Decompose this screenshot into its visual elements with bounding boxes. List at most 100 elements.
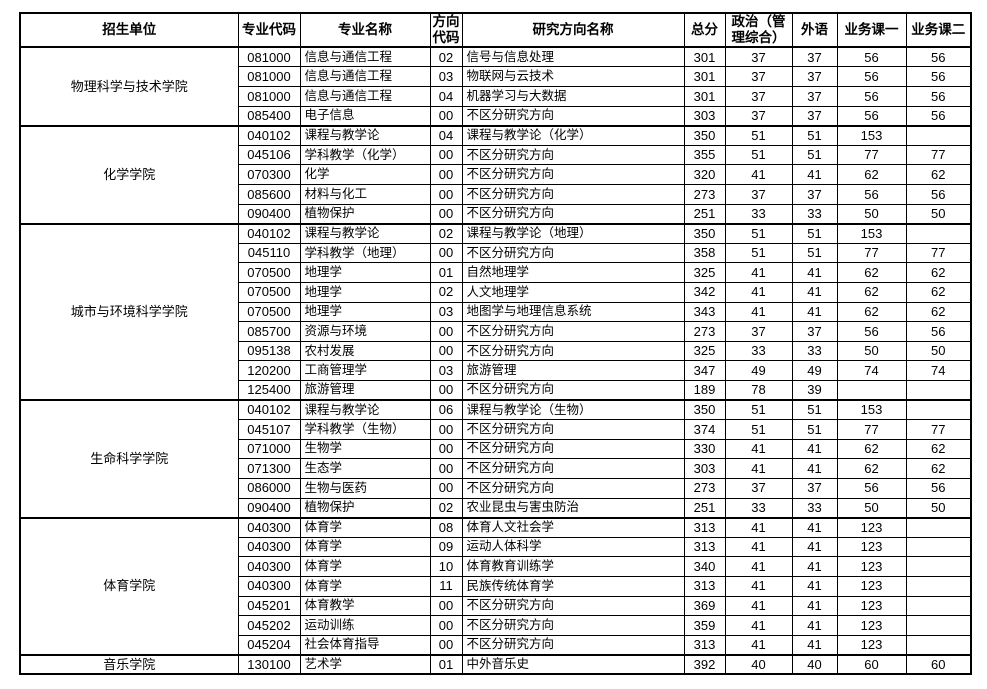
cell-direction-code: 06 [429,399,463,421]
unit-cell: 物理科学与技术学院 [19,46,239,127]
cell-foreign-language-score: 33 [791,203,838,225]
cell-course1-score: 77 [836,144,907,166]
table-row: 体育学院 040300 体育学 08 体育人文社会学 313 41 41 123 [19,516,972,656]
column-header-politics: 政治（管理综合） [724,12,793,49]
table-row: 095138 农村发展 00 不区分研究方向 325 33 33 50 50 [20,340,972,362]
cell-course1-score: 153 [836,399,907,421]
cell-direction-code: 03 [429,301,463,323]
cell-major-name: 材料与化工 [299,184,431,205]
cell-course2-score: 56 [905,105,972,127]
cell-politics-score: 33 [724,340,793,362]
cell-direction-name: 民族传统体育学 [461,575,685,597]
cell-major-code: 071000 [237,438,301,460]
cell-total-score: 303 [683,105,726,127]
cell-politics-score: 41 [724,438,793,460]
unit-cell: 化学学院 [19,124,239,225]
cell-course2-score: 62 [905,282,972,303]
cell-direction-code: 00 [429,164,463,186]
cell-course1-score: 62 [836,301,907,323]
cell-course1-score: 50 [836,203,907,225]
table-row: 070500 地理学 01 自然地理学 325 41 41 62 62 [20,262,972,283]
cell-course2-score [905,556,972,577]
cell-direction-code: 09 [429,536,463,558]
cell-course2-score [905,595,972,617]
cell-direction-name: 不区分研究方向 [461,419,685,440]
cell-politics-score: 37 [724,321,793,342]
cell-direction-name: 课程与教学论（地理） [461,222,685,244]
table-row: 071000 生物学 00 不区分研究方向 330 41 41 62 62 [20,438,972,460]
cell-politics-score: 41 [724,634,793,656]
table-row: 071300 生态学 00 不区分研究方向 303 41 41 62 62 [20,458,972,479]
cell-direction-name: 旅游管理 [461,360,685,381]
cell-politics-score: 33 [724,203,793,225]
cell-total-score: 251 [683,497,726,519]
cell-total-score: 350 [683,399,726,421]
cell-foreign-language-score: 37 [791,477,838,499]
column-header-course2: 业务课二 [905,12,972,49]
column-header-unit: 招生单位 [19,12,239,49]
cell-major-code: 040102 [237,399,301,421]
cell-major-code: 040300 [237,536,301,558]
cell-course1-score [836,379,907,401]
cell-course2-score: 77 [905,419,972,440]
cell-total-score: 347 [683,360,726,381]
cell-politics-score: 51 [724,222,793,244]
table-row: 045107 学科教学（生物） 00 不区分研究方向 374 51 51 77 77 [20,419,972,440]
cell-direction-code: 04 [429,86,463,107]
cell-foreign-language-score: 41 [791,556,838,577]
cell-course2-score: 56 [905,66,972,88]
cell-direction-name: 课程与教学论（化学） [461,124,685,146]
cell-major-code: 095138 [237,340,301,362]
cell-direction-name: 不区分研究方向 [461,340,685,362]
cell-direction-name: 不区分研究方向 [461,242,685,264]
cell-major-name: 旅游管理 [299,379,431,401]
cell-foreign-language-score: 41 [791,438,838,460]
cell-course1-score: 77 [836,242,907,264]
cell-direction-code: 00 [429,242,463,264]
cell-major-code: 040300 [237,556,301,577]
cell-major-code: 070500 [237,301,301,323]
cell-course1-score: 123 [836,536,907,558]
unit-cell: 音乐学院 [19,653,239,675]
table-row: 化学学院 040102 课程与教学论 04 课程与教学论（化学） 350 51 51 153 [19,124,972,225]
cell-direction-name: 不区分研究方向 [461,203,685,225]
cell-course2-score: 60 [905,653,972,675]
cell-politics-score: 51 [724,124,793,146]
cell-major-code: 040300 [237,575,301,597]
cell-politics-score: 41 [724,516,793,538]
cell-major-code: 090400 [237,497,301,519]
table-row: 070300 化学 00 不区分研究方向 320 41 41 62 62 [20,164,972,186]
cell-course1-score: 62 [836,262,907,283]
cell-foreign-language-score: 41 [791,301,838,323]
cell-foreign-language-score: 33 [791,497,838,519]
cell-total-score: 325 [683,262,726,283]
cell-direction-name: 运动人体科学 [461,536,685,558]
cell-major-name: 体育教学 [299,595,431,617]
cell-total-score: 343 [683,301,726,323]
cell-direction-name: 中外音乐史 [461,653,685,675]
cell-course2-score: 56 [905,86,972,107]
cell-total-score: 374 [683,419,726,440]
cell-course2-score [905,615,972,636]
cell-total-score: 273 [683,184,726,205]
cell-major-code: 081000 [237,46,301,68]
cell-total-score: 350 [683,124,726,146]
cell-direction-name: 体育人文社会学 [461,516,685,538]
cell-politics-score: 41 [724,301,793,323]
cell-major-name: 生态学 [299,458,431,479]
cell-foreign-language-score: 37 [791,46,838,68]
cell-direction-code: 00 [429,419,463,440]
column-header-direction-name: 研究方向名称 [461,12,685,49]
cell-foreign-language-score: 51 [791,419,838,440]
cell-direction-code: 00 [429,477,463,499]
table-row: 生命科学学院 040102 课程与教学论 06 课程与教学论（生物） 350 51 51 153 [19,399,972,519]
cell-course1-score: 56 [836,105,907,127]
cell-total-score: 358 [683,242,726,264]
cell-politics-score: 41 [724,262,793,283]
cell-major-code: 085700 [237,321,301,342]
table-row: 045110 学科教学（地理） 00 不区分研究方向 358 51 51 77 77 [20,242,972,264]
cell-major-code: 081000 [237,86,301,107]
cell-direction-code: 00 [429,458,463,479]
cell-course2-score: 50 [905,340,972,362]
cell-course1-score: 62 [836,164,907,186]
